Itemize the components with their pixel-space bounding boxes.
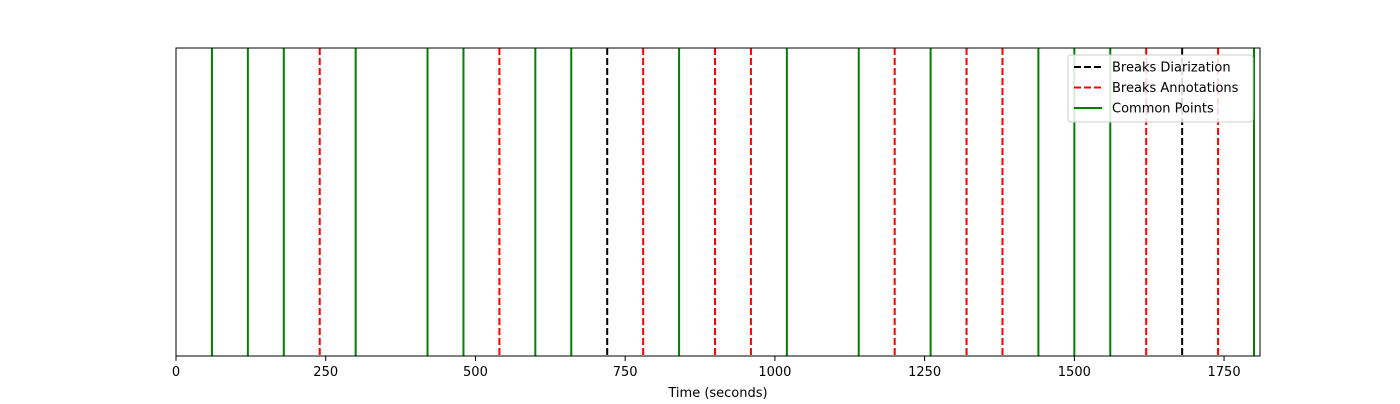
x-tick-label-7: 1750 (1208, 365, 1241, 380)
legend-label-2: Common Points (1112, 102, 1214, 117)
series-lines (210, 48, 1256, 356)
x-tick-label-1: 250 (313, 365, 338, 380)
plot-frame (175, 47, 1261, 357)
x-axis-ticks: 0 250 500 750 1000 1250 1500 1750 (172, 356, 1241, 380)
legend-label-1: Breaks Annotations (1112, 81, 1239, 96)
x-tick-label-3: 750 (613, 365, 638, 380)
legend-box (1067, 54, 1254, 123)
x-tick-label-6: 1500 (1058, 365, 1091, 380)
x-tick-label-0: 0 (172, 365, 180, 380)
x-tick-label-5: 1250 (908, 365, 941, 380)
legend-label-0: Breaks Diarization (1112, 61, 1231, 76)
legend: Breaks Diarization Breaks Annotations Comm… (1067, 54, 1254, 123)
x-axis-label: Time (seconds) (667, 386, 767, 400)
x-tick-label-2: 500 (463, 365, 488, 380)
x-tick-label-4: 1000 (758, 365, 791, 380)
